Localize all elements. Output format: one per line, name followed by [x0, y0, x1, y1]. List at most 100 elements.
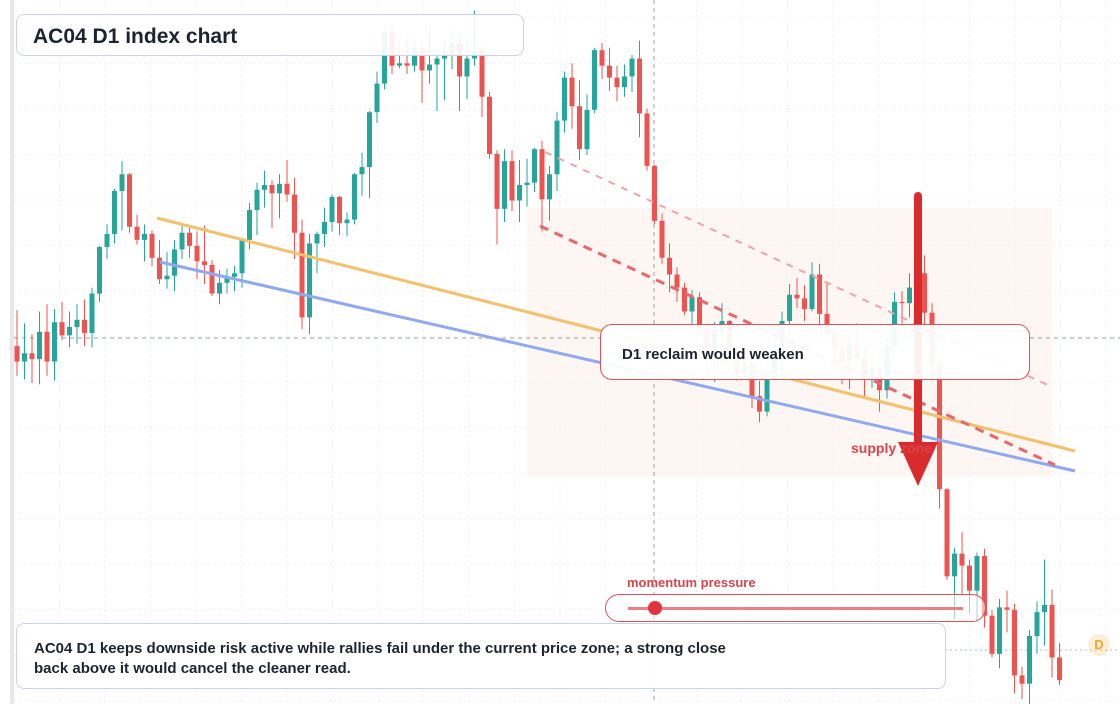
- callout-text: D1 reclaim would weaken: [622, 346, 804, 363]
- candle-up: [367, 112, 372, 168]
- candle-up: [532, 149, 537, 183]
- candle-down: [202, 261, 207, 265]
- candle-down: [487, 96, 492, 154]
- momentum-knob[interactable]: [647, 601, 662, 615]
- candle-up: [547, 174, 552, 200]
- candle-up: [464, 58, 470, 77]
- candle-down: [614, 77, 620, 88]
- candle-down: [479, 51, 485, 97]
- candle-up: [112, 190, 117, 234]
- candle-down: [982, 556, 987, 616]
- candle-up: [239, 239, 245, 274]
- left-rail: [10, 0, 14, 704]
- candle-down: [509, 161, 515, 201]
- candle-down: [187, 232, 192, 246]
- candle-up: [502, 161, 507, 209]
- candle-up: [89, 293, 95, 333]
- candle-down: [577, 106, 582, 150]
- candle-up: [172, 249, 177, 276]
- candle-up: [352, 174, 357, 220]
- candle-down: [14, 346, 20, 362]
- supply-zone-label: supply zone: [851, 440, 932, 456]
- chart-title: AC04 D1 index chart: [33, 25, 238, 48]
- candle-down: [959, 553, 965, 566]
- candle-down: [209, 264, 215, 294]
- candle-up: [277, 183, 282, 194]
- candle-up: [224, 276, 230, 283]
- candle-down: [29, 353, 35, 360]
- candle-down: [299, 232, 305, 318]
- momentum-slider[interactable]: [605, 594, 986, 622]
- candle-down: [149, 233, 155, 258]
- candle-up: [142, 233, 147, 240]
- candle-down: [607, 65, 612, 78]
- candle-up: [329, 196, 335, 222]
- candle-down: [757, 396, 762, 412]
- reclaim-callout: D1 reclaim would weaken: [600, 324, 1030, 380]
- candle-down: [269, 185, 275, 194]
- candle-down: [599, 50, 605, 66]
- candle-up: [247, 210, 252, 240]
- candle-down: [697, 297, 702, 329]
- candle-down: [59, 322, 65, 336]
- candle-up: [382, 32, 387, 84]
- analysis-note-panel: AC04 D1 keeps downside risk active while…: [16, 623, 946, 689]
- candle-down: [802, 298, 807, 310]
- candle-down: [1012, 609, 1017, 676]
- candle-down: [899, 301, 905, 304]
- candle-up: [359, 167, 365, 175]
- candle-up: [74, 319, 80, 327]
- candle-up: [524, 182, 530, 185]
- candle-down: [127, 174, 132, 227]
- candle-down: [989, 615, 995, 654]
- candle-up: [434, 58, 440, 65]
- candle-up: [179, 232, 185, 250]
- timeframe-tag[interactable]: D: [1088, 634, 1110, 656]
- candle-down: [44, 331, 50, 362]
- candle-down: [644, 113, 650, 166]
- candle-up: [262, 185, 267, 190]
- analysis-note: AC04 D1 keeps downside risk active while…: [34, 640, 726, 677]
- candle-up: [809, 274, 815, 310]
- momentum-label: momentum pressure: [627, 575, 756, 590]
- candle-down: [682, 287, 687, 312]
- candle-down: [1019, 675, 1025, 684]
- candle-down: [284, 183, 290, 195]
- candle-up: [907, 287, 912, 304]
- candle-down: [569, 77, 575, 107]
- candle-up: [764, 374, 770, 412]
- candle-down: [637, 58, 642, 114]
- candle-up: [314, 233, 320, 244]
- candle-up: [1034, 612, 1040, 636]
- candle-up: [374, 83, 380, 113]
- candle-down: [817, 274, 822, 314]
- candle-down: [292, 194, 297, 233]
- candle-up: [412, 47, 417, 66]
- candle-down: [82, 319, 87, 333]
- candle-down: [494, 153, 500, 209]
- candle-down: [659, 220, 665, 258]
- candle-down: [1049, 604, 1055, 658]
- candle-down: [794, 294, 800, 299]
- candle-up: [37, 331, 42, 360]
- candle-down: [419, 47, 425, 71]
- candle-up: [592, 50, 597, 110]
- candle-down: [1004, 607, 1010, 610]
- candle-down: [337, 196, 342, 224]
- candle-down: [937, 365, 942, 490]
- candle-up: [952, 553, 957, 577]
- candle-up: [119, 174, 125, 191]
- candle-down: [674, 274, 680, 288]
- candle-up: [397, 63, 402, 66]
- candle-up: [997, 607, 1002, 654]
- candle-down: [194, 245, 200, 262]
- candle-up: [22, 353, 27, 362]
- candle-up: [562, 77, 567, 121]
- candle-up: [689, 297, 695, 312]
- candle-up: [97, 247, 102, 294]
- candle-up: [427, 64, 432, 71]
- candle-down: [824, 313, 830, 333]
- candle-down: [1057, 657, 1062, 681]
- candle-down: [652, 165, 657, 221]
- candle-up: [629, 58, 635, 77]
